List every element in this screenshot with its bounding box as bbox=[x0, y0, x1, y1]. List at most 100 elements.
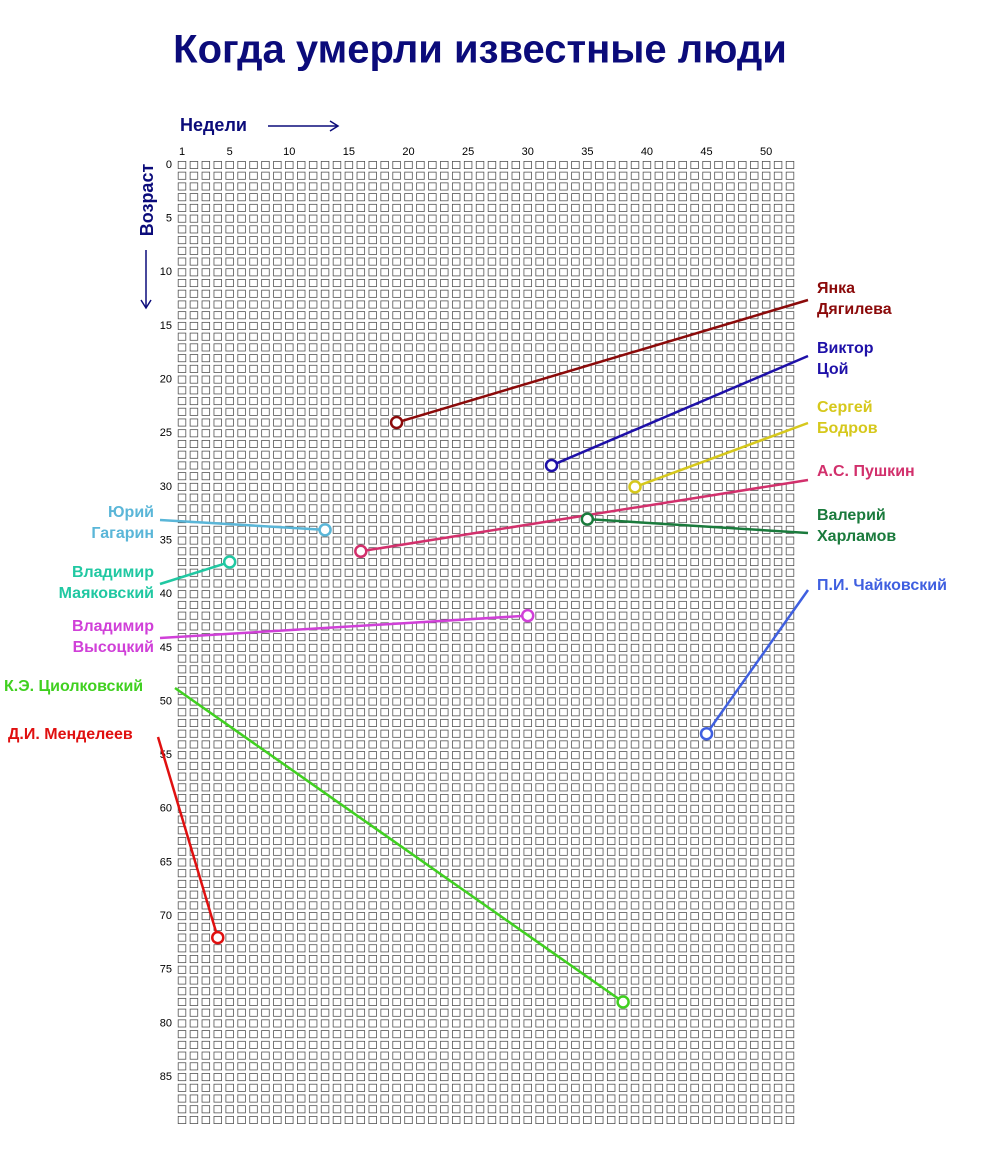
y-tick-label: 20 bbox=[160, 374, 172, 386]
week-cell bbox=[308, 354, 318, 363]
week-cell bbox=[738, 343, 747, 352]
week-cell bbox=[595, 203, 604, 212]
week-cell bbox=[666, 686, 675, 695]
week-cell bbox=[630, 772, 640, 781]
week-cell bbox=[559, 772, 568, 781]
week-cell bbox=[368, 1083, 377, 1092]
week-cell bbox=[177, 1083, 187, 1092]
week-cell bbox=[547, 311, 556, 320]
week-cell bbox=[320, 472, 330, 481]
week-cell bbox=[654, 997, 664, 1006]
week-cell bbox=[380, 1083, 389, 1092]
week-cell bbox=[213, 515, 222, 524]
week-cell bbox=[344, 665, 354, 674]
week-cell bbox=[189, 343, 199, 352]
week-cell bbox=[225, 944, 234, 953]
week-cell bbox=[308, 257, 318, 266]
week-cell bbox=[332, 343, 342, 352]
week-cell bbox=[511, 321, 521, 330]
week-cell bbox=[654, 633, 664, 642]
week-cell bbox=[368, 697, 377, 706]
week-cell bbox=[559, 321, 568, 330]
week-cell bbox=[595, 1051, 604, 1060]
week-cell bbox=[618, 955, 628, 964]
week-cell bbox=[356, 858, 366, 867]
week-cell bbox=[571, 676, 580, 685]
week-cell bbox=[416, 171, 425, 180]
week-cell bbox=[451, 450, 461, 459]
week-cell bbox=[356, 558, 366, 567]
week-cell bbox=[225, 182, 234, 191]
week-cell bbox=[690, 1051, 699, 1060]
week-cell bbox=[356, 933, 366, 942]
week-cell bbox=[714, 279, 723, 288]
week-cell bbox=[642, 772, 652, 781]
week-cell bbox=[595, 783, 604, 792]
week-cell bbox=[785, 182, 795, 191]
week-cell bbox=[738, 1051, 747, 1060]
week-cell bbox=[225, 1062, 234, 1071]
week-cell bbox=[225, 622, 234, 631]
week-cell bbox=[368, 772, 377, 781]
week-cell bbox=[702, 536, 711, 545]
week-cell bbox=[237, 397, 246, 406]
week-cell bbox=[583, 761, 592, 770]
week-cell bbox=[559, 407, 568, 416]
week-cell bbox=[285, 525, 294, 534]
week-cell bbox=[535, 847, 544, 856]
week-cell bbox=[177, 364, 187, 373]
week-cell bbox=[523, 1062, 532, 1071]
week-cell bbox=[392, 676, 401, 685]
week-cell bbox=[189, 955, 199, 964]
week-cell bbox=[678, 965, 687, 974]
week-cell bbox=[630, 761, 640, 770]
week-cell bbox=[678, 890, 687, 899]
week-cell bbox=[571, 890, 580, 899]
week-cell bbox=[761, 783, 771, 792]
week-cell bbox=[547, 568, 556, 577]
week-cell bbox=[297, 1040, 306, 1049]
week-cell bbox=[404, 955, 413, 964]
week-cell bbox=[440, 847, 449, 856]
week-cell bbox=[606, 429, 616, 438]
week-cell bbox=[392, 987, 401, 996]
week-cell bbox=[726, 472, 735, 481]
week-cell bbox=[618, 386, 628, 395]
week-cell bbox=[237, 171, 246, 180]
week-cell bbox=[702, 1083, 711, 1092]
week-cell bbox=[702, 461, 711, 470]
week-cell bbox=[547, 890, 556, 899]
week-cell bbox=[583, 1116, 592, 1125]
week-cell bbox=[583, 890, 592, 899]
week-cell bbox=[297, 547, 306, 556]
week-cell bbox=[297, 579, 306, 588]
week-cell bbox=[618, 225, 628, 234]
week-cell bbox=[213, 590, 222, 599]
week-cell bbox=[308, 461, 318, 470]
week-cell bbox=[523, 257, 532, 266]
week-cell bbox=[523, 665, 532, 674]
week-cell bbox=[332, 1094, 342, 1103]
week-cell bbox=[595, 311, 604, 320]
week-cell bbox=[463, 944, 473, 953]
week-cell bbox=[702, 901, 711, 910]
week-cell bbox=[332, 944, 342, 953]
week-cell bbox=[559, 837, 568, 846]
week-cell bbox=[702, 1030, 711, 1039]
week-cell bbox=[285, 1083, 294, 1092]
week-cell bbox=[463, 214, 473, 223]
week-cell bbox=[761, 901, 771, 910]
week-cell bbox=[273, 289, 282, 298]
week-cell bbox=[738, 364, 747, 373]
week-cell bbox=[499, 761, 509, 770]
week-cell bbox=[249, 397, 258, 406]
week-cell bbox=[785, 1105, 795, 1114]
week-cell bbox=[356, 912, 366, 921]
week-cell bbox=[559, 783, 568, 792]
week-cell bbox=[308, 772, 318, 781]
week-cell bbox=[189, 1094, 199, 1103]
week-cell bbox=[344, 182, 354, 191]
week-cell bbox=[606, 997, 616, 1006]
week-cell bbox=[678, 321, 687, 330]
week-cell bbox=[392, 600, 401, 609]
